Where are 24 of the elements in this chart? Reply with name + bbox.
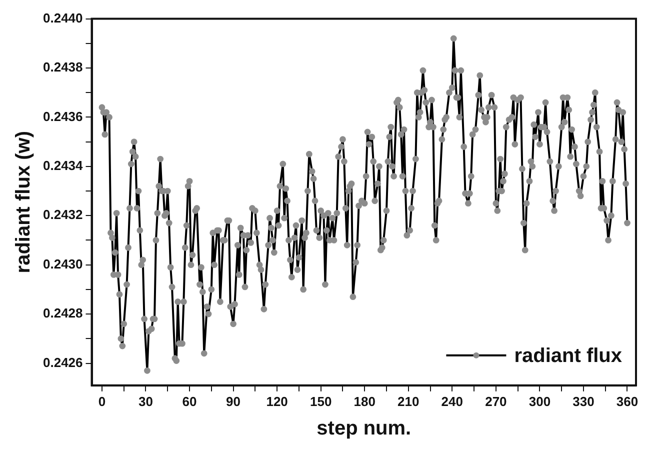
x-tick-label: 30 [138,394,153,409]
y-tick-label: 0.2430 [42,256,83,272]
x-tick-label: 300 [528,394,551,409]
legend-label: radiant flux [514,344,622,367]
x-tick-label: 90 [226,394,241,409]
y-axis-title: radiant flux (w) [12,130,35,274]
x-tick-label: 210 [398,394,420,409]
x-axis-title: step num. [316,418,412,440]
x-tick-label: 0 [98,394,106,409]
x-tick-label: 60 [182,394,197,409]
x-tick-label: 270 [485,394,507,409]
x-tick-label: 330 [572,394,594,409]
y-tick-label: 0.2436 [42,108,83,124]
y-tick-label: 0.2438 [42,60,83,75]
x-tick-label: 150 [310,394,332,409]
x-tick-label: 120 [266,394,288,409]
x-tick-label: 360 [616,394,638,409]
y-tick-label: 0.2428 [42,306,83,321]
x-tick-label: 240 [441,394,464,409]
y-tick-label: 0.2434 [42,158,84,173]
y-tick-label: 0.2440 [42,10,83,26]
x-tick-label: 180 [354,394,376,409]
y-tick-label: 0.2426 [42,354,83,370]
y-tick-label: 0.2432 [42,207,83,222]
